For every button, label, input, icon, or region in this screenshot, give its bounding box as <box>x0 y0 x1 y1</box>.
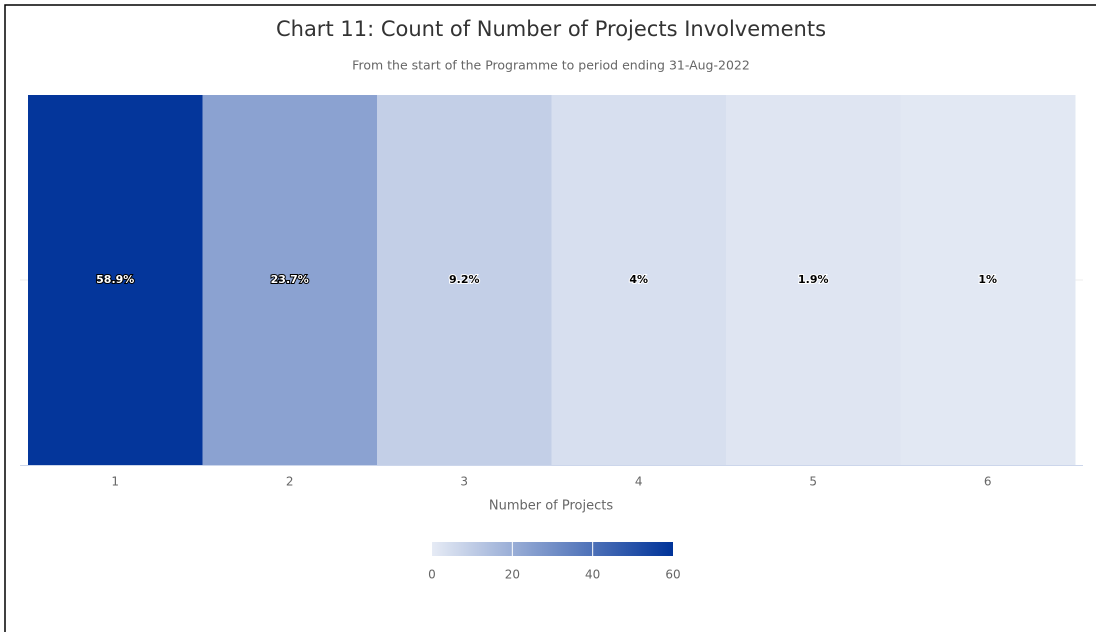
x-axis-title: Number of Projects <box>489 499 613 514</box>
heat-cell <box>551 95 727 465</box>
data-label: 23.7% <box>271 273 309 286</box>
color-tick-label: 60 <box>665 568 680 582</box>
heat-cell <box>900 95 1076 465</box>
x-tick-label: 4 <box>635 475 643 489</box>
x-tick-label: 1 <box>111 475 119 489</box>
color-tick-label: 40 <box>585 568 600 582</box>
x-tick-label: 6 <box>984 475 992 489</box>
chart-subtitle: From the start of the Programme to perio… <box>352 58 750 73</box>
data-label: 58.9% <box>96 273 134 286</box>
x-tick-label: 2 <box>286 475 294 489</box>
color-tick-label: 20 <box>505 568 520 582</box>
chart-title: Chart 11: Count of Number of Projects In… <box>276 17 826 41</box>
x-tick-label: 5 <box>809 475 817 489</box>
data-label: 1.9% <box>798 273 829 286</box>
data-label: 1% <box>978 273 997 286</box>
heat-cell <box>202 95 378 465</box>
heat-cell <box>28 95 203 465</box>
heat-cell <box>726 95 901 465</box>
data-label: 4% <box>629 273 648 286</box>
color-tick-label: 0 <box>428 568 436 582</box>
color-bar <box>432 542 673 556</box>
data-label: 9.2% <box>449 273 480 286</box>
x-tick-label: 3 <box>460 475 468 489</box>
heat-cell <box>377 95 552 465</box>
